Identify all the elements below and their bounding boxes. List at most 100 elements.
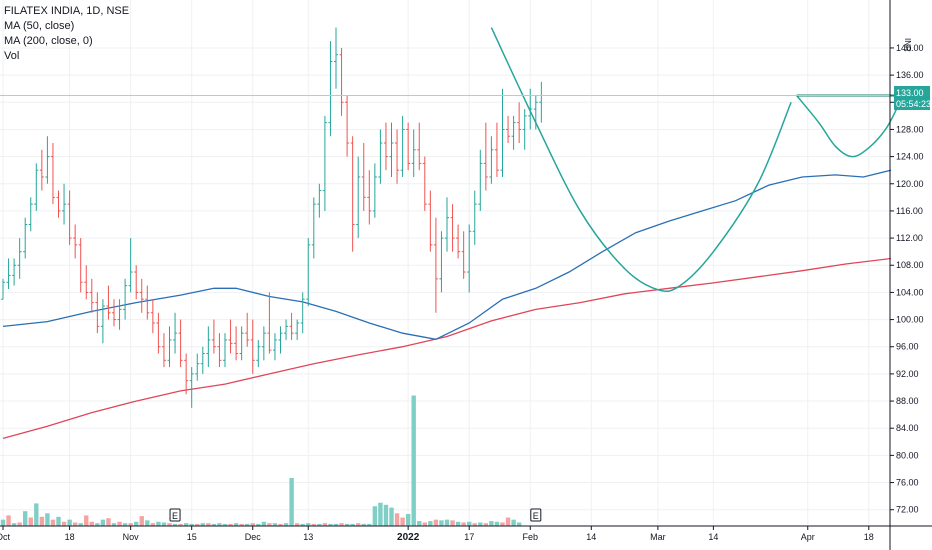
ohlc-bar [150, 299, 155, 334]
legend-vol[interactable]: Vol [4, 50, 20, 62]
volume-bar [339, 523, 344, 526]
y-tick-label: 120.00 [896, 179, 924, 189]
y-tick-label: 128.00 [896, 124, 924, 134]
y-tick-label: 136.00 [896, 70, 924, 80]
ohlc-bar [433, 217, 438, 313]
ohlc-bar [89, 278, 94, 313]
volume-bar [95, 523, 100, 526]
ohlc-bar [289, 312, 294, 340]
y-tick-label: 116.00 [896, 206, 923, 216]
ohlc-bar [45, 136, 50, 184]
ohlc-bar [467, 224, 472, 293]
y-tick-label: 88.00 [896, 396, 919, 406]
ohlc-bar [239, 326, 244, 361]
ohlc-bar [56, 190, 61, 218]
ohlc-bar [62, 183, 67, 225]
volume-bar [167, 523, 172, 526]
ohlc-bar [256, 339, 261, 368]
ohlc-bar [456, 224, 461, 259]
volume-bar [72, 522, 78, 526]
volume-bar [200, 523, 205, 526]
ohlc-bar [12, 258, 17, 286]
volume-bar [56, 516, 61, 526]
volume-bar [145, 520, 150, 526]
ohlc-bar [1, 278, 5, 300]
ohlc-bar [84, 265, 89, 300]
x-tick-label: 14 [708, 532, 718, 542]
ohlc-bar [117, 299, 122, 330]
volume-bar [34, 503, 39, 526]
ohlc-bar [400, 115, 405, 177]
volume-bar [134, 521, 139, 526]
volume-bar [333, 523, 339, 526]
y-tick-label: 124.00 [896, 152, 924, 162]
ohlc-bar [173, 312, 178, 354]
x-tick-label: Oct [0, 532, 10, 542]
y-tick-label: 76.00 [896, 478, 919, 488]
ohlc-bar [73, 224, 78, 259]
price-tag-timer: 05:54:23 [896, 99, 931, 109]
legend-symbol[interactable]: FILATEX INDIA, 1D, NSE [4, 5, 130, 17]
ohlc-bar [245, 312, 250, 347]
volume-bar [422, 522, 427, 526]
ohlc-bar [178, 319, 183, 368]
volume-bar [156, 521, 161, 526]
volume-bar [472, 523, 477, 526]
volume-bar [50, 519, 56, 526]
ohlc-bar [78, 238, 83, 293]
volume-bar [494, 521, 500, 526]
ohlc-bar [461, 231, 466, 279]
ohlc-bar [28, 197, 33, 232]
ohlc-bar [167, 326, 172, 368]
legend-ma50[interactable]: MA (50, close) [4, 20, 75, 32]
y-tick-label: 72.00 [896, 505, 919, 515]
x-tick-label: Apr [801, 532, 815, 542]
volume-bar [161, 522, 167, 526]
earnings-marker: E [530, 508, 542, 522]
ohlc-bar [50, 143, 55, 205]
volume-bar [106, 518, 111, 526]
ohlc-bar [522, 109, 527, 150]
ohlc-bar [317, 183, 322, 218]
volume-bar [128, 523, 133, 526]
ohlc-bar [356, 156, 361, 239]
volume-bar [206, 523, 211, 526]
ohlc-bar [472, 190, 477, 245]
volume-bar [306, 523, 311, 526]
volume-bar [489, 521, 494, 526]
volume-bar [189, 523, 194, 526]
volume-bar [516, 522, 522, 526]
ohlc-bar [306, 238, 311, 306]
legend-ma200[interactable]: MA (200, close, 0) [4, 35, 93, 47]
volume-bar [417, 521, 422, 526]
y-tick-label: 80.00 [896, 450, 919, 460]
ohlc-bar [439, 231, 444, 293]
ohlc-bar [511, 115, 516, 150]
ohlc-bars [1, 27, 544, 408]
ohlc-bar [67, 190, 72, 245]
volume-bar [233, 523, 239, 526]
volume-bar [322, 523, 328, 526]
volume-bar [311, 523, 316, 526]
x-tick-label: Dec [245, 532, 262, 542]
ohlc-bar [339, 47, 344, 116]
x-tick-label: Mar [650, 532, 666, 542]
y-tick-label: 104.00 [896, 287, 924, 297]
ma200-path [2, 257, 892, 440]
volume-bar [256, 523, 261, 526]
ohlc-bar [284, 319, 289, 340]
ohlc-bar [311, 197, 316, 259]
volume-bar [67, 519, 72, 526]
volume-bar [272, 523, 278, 526]
x-tick-label: 13 [303, 532, 313, 542]
ohlc-bar [106, 285, 111, 320]
ohlc-bar [34, 163, 39, 211]
grid-lines [0, 0, 890, 526]
ohlc-bar [494, 122, 499, 177]
ohlc-bar [195, 353, 200, 381]
ohlc-bar [95, 292, 100, 334]
volume-bar [89, 521, 94, 526]
